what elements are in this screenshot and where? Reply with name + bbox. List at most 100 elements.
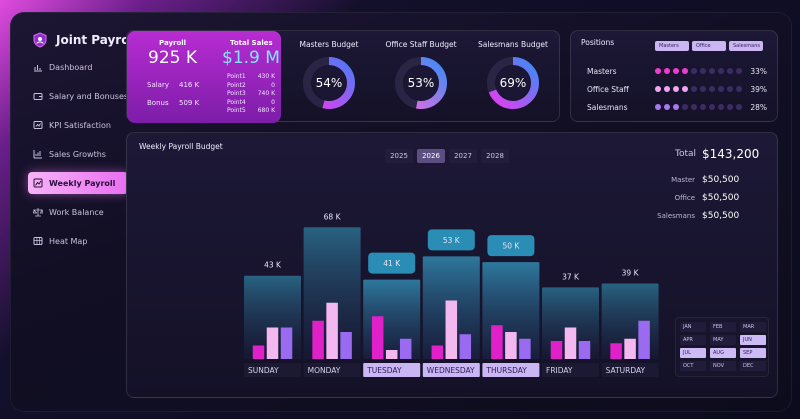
day-label-sunday[interactable]: SUNDAY (248, 366, 279, 375)
day-label-tuesday[interactable]: TUESDAY (366, 366, 402, 375)
position-percent: 39% (750, 84, 767, 94)
salary-value: 416 K (179, 81, 200, 89)
month-selector: JAN FEB MAR APR MAY JUN JUL AUG SEP OCT NOV DEC (675, 317, 769, 377)
bar-value-label: 53 K (443, 236, 461, 245)
year-2027[interactable]: 2027 (449, 149, 477, 163)
sub-bar (280, 327, 293, 359)
sub-bar (399, 338, 412, 359)
position-dot (718, 86, 724, 92)
month-oct[interactable]: OCT (680, 361, 706, 371)
bar-value-label: 68 K (324, 212, 342, 221)
position-dot (709, 86, 715, 92)
point-row: Point5 680 K (227, 107, 275, 116)
position-dot (655, 68, 661, 74)
sidebar-item-label: Work Balance (49, 207, 104, 217)
summary-card: Payroll 925 K Salary 416 K Bonus 509 K T… (126, 30, 560, 123)
sales-value: $1.9 M (222, 48, 280, 68)
sidebar-item-label: Weekly Payroll (49, 178, 116, 188)
month-may[interactable]: MAY (710, 335, 736, 345)
position-dot (718, 104, 724, 110)
day-label-friday[interactable]: FRIDAY (546, 366, 573, 375)
bonus-label: Bonus (147, 99, 169, 107)
wallet-icon (33, 93, 43, 100)
donut-ring (487, 57, 539, 109)
bar-value-label: 39 K (622, 268, 640, 277)
sidebar-item-salary-and-bonuses[interactable]: Salary and Bonuses (28, 85, 128, 107)
weekly-payroll-chart: 43 K SUNDAY 68 K MONDAY 41 K TUESDAY 53 K WEDNE… (244, 212, 659, 377)
positions-tab-masters[interactable]: Masters (655, 41, 689, 51)
sidebar-item-heat-map[interactable]: Heat Map (28, 230, 128, 252)
logo-icon (33, 32, 47, 48)
day-label-bg (363, 363, 421, 377)
positions-tab-office[interactable]: Office (692, 41, 726, 51)
position-dot (736, 104, 742, 110)
day-label-bg (482, 363, 540, 377)
position-name: Masters (587, 66, 617, 76)
point-row: Point2 0 (227, 82, 275, 91)
positions-title: Positions (581, 38, 615, 47)
month-mar[interactable]: MAR (740, 322, 766, 332)
position-dots (655, 86, 742, 92)
month-jan[interactable]: JAN (680, 322, 706, 332)
points-list: Point1 430 K Point2 0 Point3 740 K Point4 0 Poin… (227, 73, 275, 116)
position-dot (727, 86, 733, 92)
sub-bar (431, 345, 444, 359)
point-row: Point1 430 K (227, 73, 275, 82)
position-dot (664, 104, 670, 110)
point-label: Point2 (227, 81, 246, 89)
sidebar-item-dashboard[interactable]: Dashboard (28, 56, 128, 78)
position-percent: 28% (750, 102, 767, 112)
kpi-icon (33, 121, 43, 129)
sidebar-item-kpi-satisfaction[interactable]: KPI Satisfaction (28, 114, 128, 136)
day-label-wednesday[interactable]: WEDNESDAY (427, 366, 475, 375)
sub-bar (578, 341, 591, 359)
month-dec[interactable]: DEC (740, 361, 766, 371)
sub-bar (340, 332, 352, 359)
position-dot (655, 86, 661, 92)
point-label: Point1 (227, 73, 246, 80)
sidebar-item-weekly-payroll[interactable]: Weekly Payroll (28, 172, 128, 194)
day-label-monday[interactable]: MONDAY (308, 366, 341, 375)
month-jul[interactable]: JUL (680, 348, 706, 358)
brand: Joint Payroll (32, 28, 138, 52)
position-dot (691, 68, 697, 74)
sub-bar (519, 338, 531, 359)
bar-value-label: 43 K (264, 261, 282, 270)
bar-total-tuesday (363, 279, 421, 359)
year-2028[interactable]: 2028 (481, 149, 509, 163)
budget-donut-3: Salesmans Budget 69% (471, 31, 555, 123)
point-value: 0 (271, 81, 275, 89)
year-2025[interactable]: 2025 (385, 149, 413, 163)
growth-chart-icon (33, 150, 42, 159)
position-row: Office Staff 39% (587, 84, 767, 94)
sidebar-item-work-balance[interactable]: Work Balance (28, 201, 128, 223)
position-dot (709, 68, 715, 74)
month-apr[interactable]: APR (680, 335, 706, 345)
value-badge (368, 252, 416, 274)
sub-bar (624, 338, 636, 359)
donut-center (404, 66, 438, 100)
month-sep[interactable]: SEP (740, 348, 766, 358)
budget-title: Masters Budget (299, 40, 359, 49)
trend-icon (33, 178, 43, 188)
month-aug[interactable]: AUG (710, 348, 736, 358)
heatmap-icon (33, 237, 43, 245)
month-nov[interactable]: NOV (710, 361, 736, 371)
donut-ring (395, 57, 447, 109)
month-feb[interactable]: FEB (710, 322, 736, 332)
day-label-saturday[interactable]: SATURDAY (606, 366, 646, 375)
sidebar: Joint Payroll Dashboard Salary and Bonuse… (18, 24, 138, 404)
sub-bar (326, 302, 338, 359)
day-label-bg (542, 363, 599, 377)
position-percent: 33% (750, 66, 767, 76)
donut-arc (303, 57, 355, 109)
bar-value-label: 41 K (383, 259, 401, 268)
sub-bar (312, 320, 324, 359)
day-label-thursday[interactable]: THURSDAY (485, 366, 527, 375)
sidebar-item-sales-growths[interactable]: Sales Growths (28, 143, 128, 165)
year-2026[interactable]: 2026 (417, 149, 445, 163)
positions-tab-salesmans[interactable]: Salesmans (729, 41, 763, 51)
month-jun[interactable]: JUN (740, 335, 766, 345)
sub-bar (610, 343, 622, 359)
day-label-bg (601, 363, 659, 377)
